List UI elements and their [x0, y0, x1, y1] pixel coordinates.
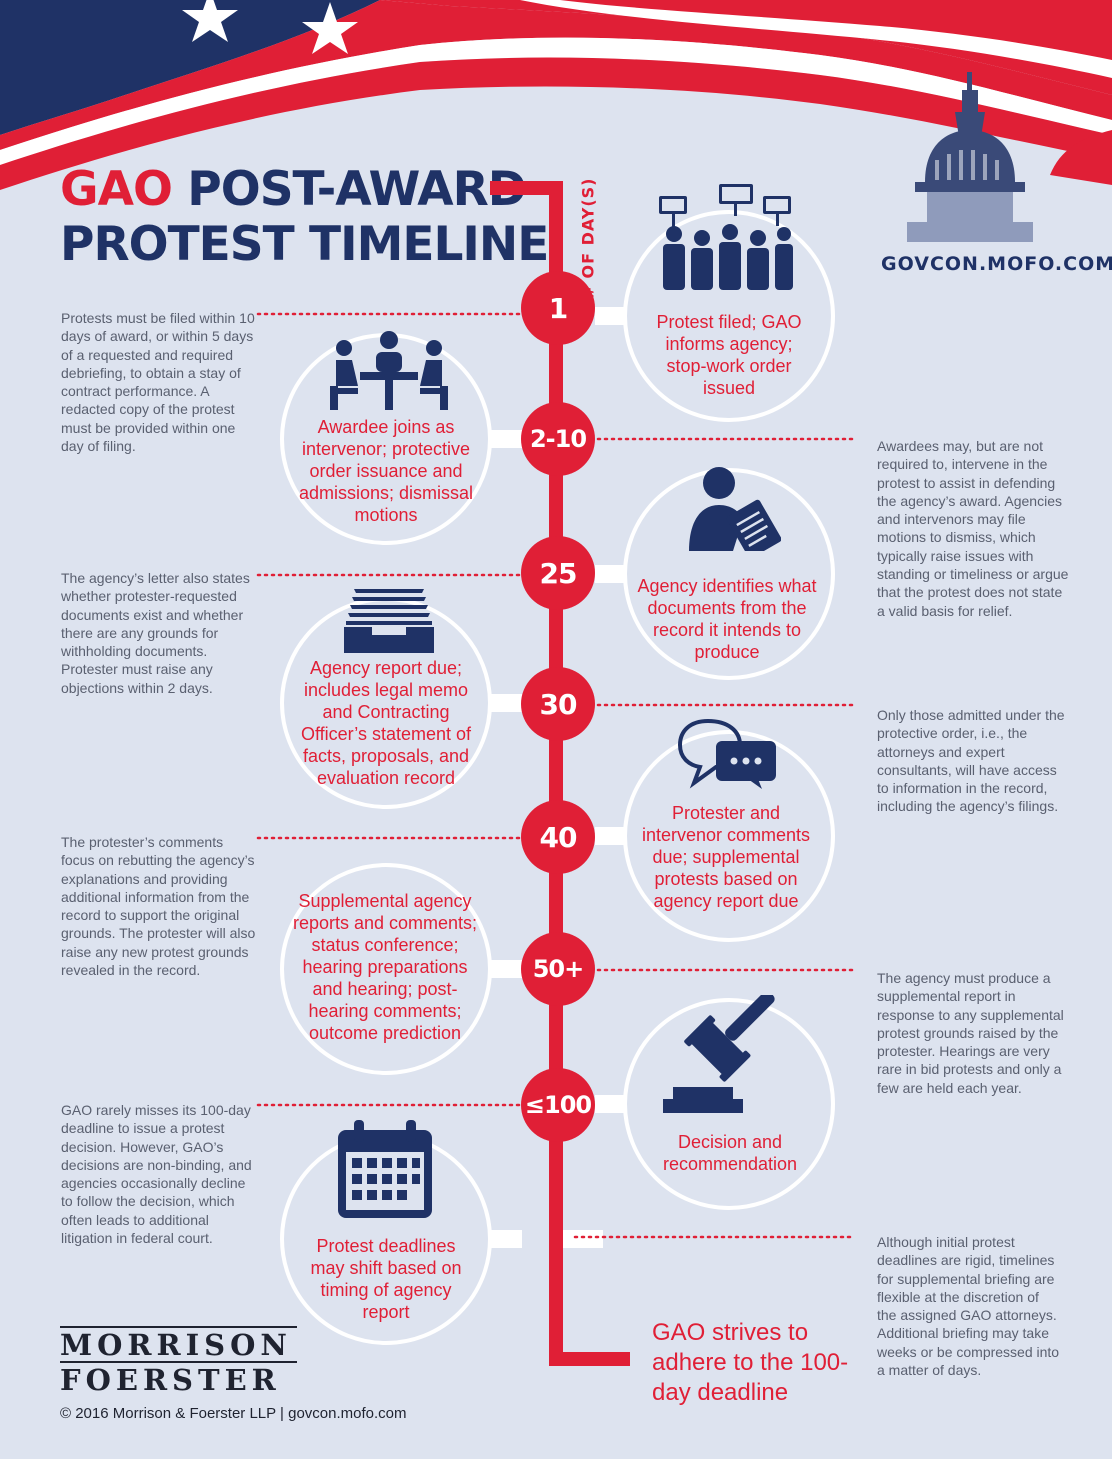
connector-bar [490, 694, 522, 712]
gavel-icon [663, 995, 775, 1113]
step-text: Protest filed; GAO informs agency; stop-… [656, 312, 802, 398]
side-note: The agency must produce a supplemental r… [877, 970, 1064, 1096]
connector-bar [563, 1230, 603, 1248]
day-node: 50+ [521, 932, 595, 1006]
logo-foerster: FOERSTER [60, 1363, 281, 1397]
side-note: Awardees may, but are not required to, i… [877, 438, 1069, 619]
day-node: 2-10 [521, 402, 595, 476]
step-text: Awardee joins as intervenor; protective … [298, 417, 474, 525]
day-node: 1 [521, 271, 595, 345]
side-note: The agency’s letter also states whether … [61, 570, 250, 696]
title-post-award: POST-AWARD [187, 162, 526, 217]
person-reviewing-document-icon [689, 467, 781, 551]
protest-crowd-icon [659, 184, 793, 290]
day-node: ≤100 [521, 1068, 595, 1142]
meeting-table-icon [330, 331, 448, 410]
day-node: 40 [521, 800, 595, 874]
logo-rule [60, 1326, 297, 1328]
website-link[interactable]: GOVCON.MOFO.COM [881, 253, 1112, 275]
step-text: Supplemental agency reports and comments… [292, 891, 478, 1043]
step-text: Decision and recommendation [662, 1132, 798, 1174]
step-text: Protest deadlines may shift based on tim… [310, 1236, 462, 1322]
calendar-icon [338, 1120, 432, 1218]
side-note: Although initial protest deadlines are r… [877, 1234, 1060, 1379]
logo-rule [60, 1361, 297, 1363]
page-title-line2: PROTEST TIMELINE [60, 217, 549, 272]
connector-bar [595, 565, 627, 583]
document-tray-icon [344, 589, 434, 653]
connector-bar [595, 307, 627, 325]
step-circle [623, 468, 835, 680]
side-note: Protests must be filed within 10 days of… [61, 310, 255, 455]
speech-bubbles-icon [678, 718, 776, 789]
connector-bar [595, 827, 627, 845]
capitol-dome-icon [907, 72, 1033, 242]
connector-bar [595, 1095, 627, 1113]
step-text: Protester and intervenor comments due; s… [641, 803, 811, 911]
side-note: The protester’s comments focus on rebutt… [61, 834, 256, 979]
step-text: Agency identifies what documents from th… [637, 576, 817, 662]
connector-bar [490, 430, 522, 448]
day-node: 25 [521, 536, 595, 610]
copyright: © 2016 Morrison & Foerster LLP | govcon.… [60, 1405, 407, 1422]
title-gao: GAO [60, 162, 173, 217]
connector-bar [490, 1230, 522, 1248]
deadline-note: GAO strives to adhere to the 100-day dea… [652, 1319, 849, 1406]
star-icon [182, 0, 238, 42]
side-note: GAO rarely misses its 100-day deadline t… [61, 1102, 252, 1247]
page-title: GAO POST-AWARD [60, 166, 527, 213]
logo-morrison: MORRISON [60, 1328, 292, 1362]
connector-bar [490, 960, 522, 978]
step-text: Agency report due; includes legal memo a… [300, 658, 472, 788]
star-icon [302, 2, 358, 54]
step-circle [280, 597, 492, 809]
day-node: 30 [521, 667, 595, 741]
step-circle [280, 863, 492, 1075]
side-note: Only those admitted under the protective… [877, 707, 1065, 815]
flag-banner [0, 0, 1112, 190]
